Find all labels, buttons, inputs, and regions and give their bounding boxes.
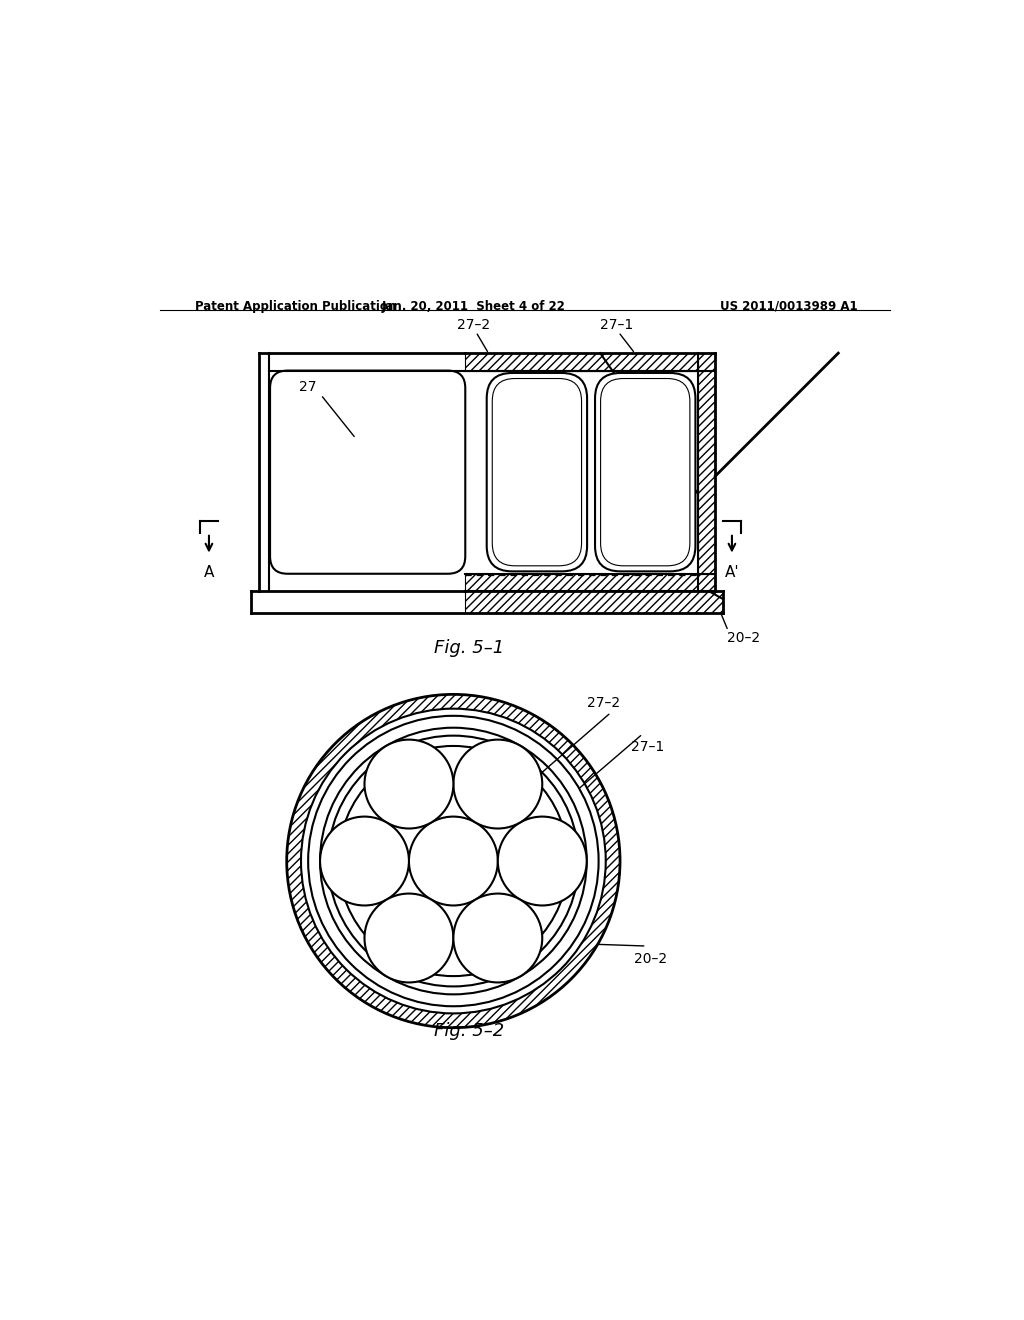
Text: 27–2: 27–2	[458, 318, 490, 331]
Circle shape	[338, 746, 568, 975]
Text: 27–2: 27–2	[587, 696, 620, 710]
Circle shape	[409, 817, 498, 906]
Text: 27–1: 27–1	[600, 318, 634, 331]
Circle shape	[321, 817, 409, 906]
Text: 27–1: 27–1	[631, 739, 665, 754]
FancyBboxPatch shape	[493, 379, 582, 566]
FancyBboxPatch shape	[595, 374, 695, 572]
Text: A: A	[204, 565, 214, 579]
Circle shape	[454, 894, 543, 982]
Circle shape	[498, 817, 587, 906]
Bar	[465, 354, 715, 371]
Bar	[465, 591, 723, 612]
Text: Fig. 5–2: Fig. 5–2	[434, 1022, 505, 1040]
Circle shape	[340, 747, 567, 974]
Circle shape	[301, 709, 606, 1014]
Circle shape	[454, 739, 543, 829]
Circle shape	[287, 694, 620, 1028]
Circle shape	[365, 894, 454, 982]
Text: 20–2: 20–2	[634, 952, 668, 966]
Bar	[465, 574, 715, 591]
Text: 20–2: 20–2	[727, 631, 760, 645]
Bar	[251, 591, 723, 612]
Text: Jan. 20, 2011  Sheet 4 of 22: Jan. 20, 2011 Sheet 4 of 22	[381, 300, 565, 313]
Text: US 2011/0013989 A1: US 2011/0013989 A1	[721, 300, 858, 313]
Text: Fig. 5–1: Fig. 5–1	[434, 639, 505, 657]
Bar	[697, 354, 715, 591]
Text: 27: 27	[299, 380, 316, 395]
Text: A': A'	[725, 565, 739, 579]
FancyBboxPatch shape	[601, 379, 690, 566]
FancyBboxPatch shape	[270, 371, 465, 574]
Circle shape	[365, 739, 454, 829]
Text: Patent Application Publication: Patent Application Publication	[196, 300, 396, 313]
FancyBboxPatch shape	[486, 374, 587, 572]
